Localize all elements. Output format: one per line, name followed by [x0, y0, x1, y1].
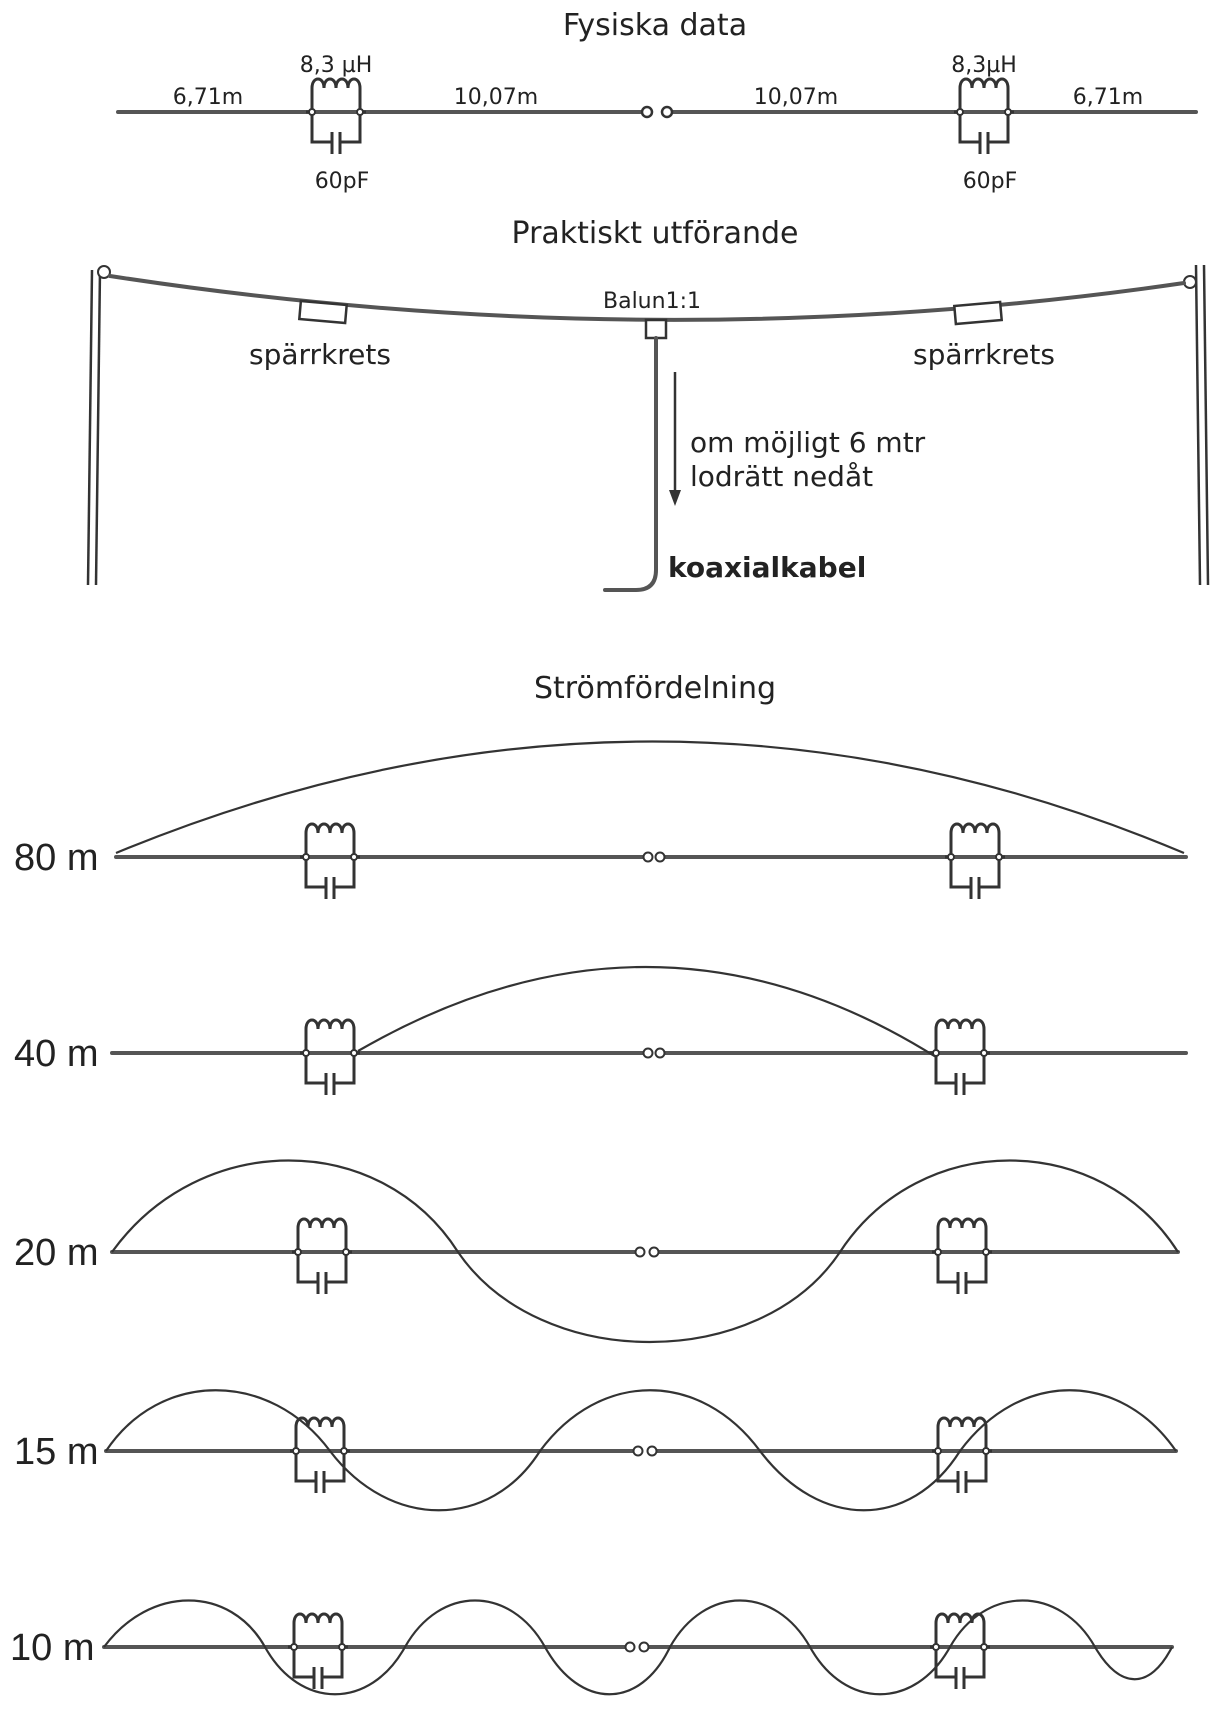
coax-cable [603, 336, 658, 592]
band-80m-trap-right [943, 822, 1007, 901]
band-10m-feed-left [624, 1641, 636, 1653]
mast-left [86, 269, 94, 586]
trap-left-label: spärrkrets [249, 338, 391, 371]
band-40m-label: 40 m [14, 1033, 98, 1075]
band-80m-feed-right [654, 851, 666, 863]
band-40m-trap-right [928, 1018, 992, 1097]
capacitance-left-label: 60pF [315, 169, 370, 194]
band-10m-trap-right [928, 1612, 992, 1691]
band-40m-feed-left [642, 1047, 654, 1059]
band-40m-feed-right [654, 1047, 666, 1059]
band-15m-label: 15 m [14, 1431, 98, 1473]
outer-length-right-label: 6,71m [1073, 85, 1143, 110]
mast-right-insulator [1183, 275, 1197, 289]
band-15m-trap-right [930, 1416, 994, 1495]
band-10m-feed-right [638, 1641, 650, 1653]
band-20m-trap-right [930, 1217, 994, 1296]
physical-data-section: Fysiska data 8,3 µH 8,3µH 60pF 60pF 6,71… [116, 8, 1198, 194]
band-10m: 10 m [10, 1599, 1174, 1696]
band-80m-label: 80 m [14, 837, 98, 879]
band-15m-current-curve [105, 1389, 1177, 1512]
band-80m: 80 m [14, 740, 1188, 901]
band-40m: 40 m [14, 965, 1188, 1097]
band-80m-trap-left [298, 822, 362, 901]
balun-label: Balun1:1 [603, 289, 701, 314]
band-20m-feed-left [634, 1246, 646, 1258]
band-10m-current-curve [103, 1599, 1173, 1696]
band-10m-trap-left [286, 1612, 350, 1691]
inductance-right-label: 8,3µH [951, 53, 1017, 78]
outer-length-left-label: 6,71m [173, 85, 243, 110]
mast-left-insulator [97, 265, 111, 279]
practical-title: Praktiskt utförande [512, 216, 799, 251]
trap-right-box [952, 300, 1004, 326]
practical-section: Praktiskt utförande Balun1:1 spärrkrets … [86, 216, 1210, 592]
band-20m-current-curve [111, 1159, 1179, 1343]
band-40m-current-curve [357, 965, 937, 1058]
band-20m-feed-right [648, 1246, 660, 1258]
band-15m-feed-left [632, 1445, 644, 1457]
band-80m-current-curve [115, 740, 1185, 855]
feedpoint-right-terminal [660, 105, 674, 119]
band-20m-label: 20 m [14, 1232, 98, 1274]
current-title: Strömfördelning [534, 671, 776, 706]
band-40m-trap-left [298, 1018, 362, 1097]
feedpoint-left-terminal [640, 105, 654, 119]
note-line2: lodrätt nedåt [690, 460, 873, 493]
capacitance-right-label: 60pF [963, 169, 1018, 194]
band-80m-feed-left [642, 851, 654, 863]
mast-left-inner [94, 269, 102, 586]
mast-right [1194, 264, 1202, 586]
band-15m: 15 m [14, 1389, 1178, 1512]
trap-right-symbol [952, 77, 1016, 156]
balun-box [644, 318, 668, 340]
trap-right-label: spärrkrets [913, 338, 1055, 371]
inductance-left-label: 8,3 µH [300, 53, 373, 78]
trap-left-box [297, 299, 349, 325]
coax-label: koaxialkabel [668, 551, 866, 584]
current-section: Strömfördelning 80 m 40 m 20 m [10, 671, 1188, 1696]
band-20m-trap-left [290, 1217, 354, 1296]
band-15m-feed-right [646, 1445, 658, 1457]
down-arrow-head [669, 490, 681, 506]
band-20m: 20 m [14, 1159, 1180, 1343]
physical-data-title: Fysiska data [563, 8, 747, 43]
band-10m-label: 10 m [10, 1627, 94, 1669]
trap-left-symbol [304, 77, 368, 156]
note-line1: om möjligt 6 mtr [690, 426, 926, 459]
inner-length-left-label: 10,07m [454, 85, 538, 110]
inner-length-right-label: 10,07m [754, 85, 838, 110]
band-15m-trap-left [288, 1416, 352, 1495]
mast-right-inner [1202, 264, 1210, 586]
